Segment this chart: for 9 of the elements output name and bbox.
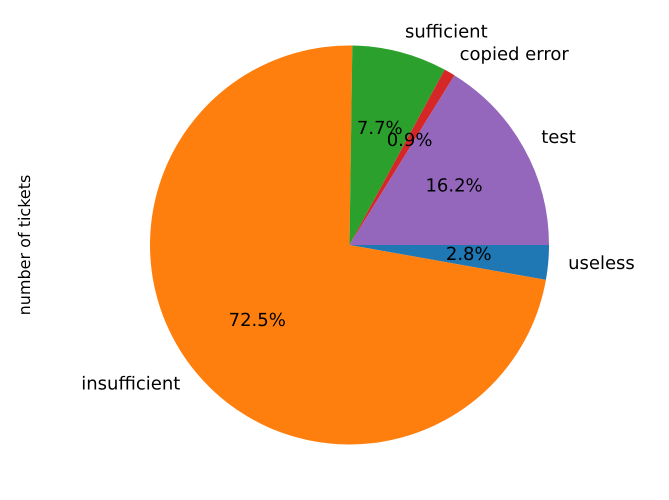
slice-label: copied error (460, 44, 570, 65)
slice-label: useless (568, 252, 635, 274)
slice-label: sufficient (405, 21, 488, 42)
data-label: 16.2% (425, 175, 483, 196)
slice-label: insufficient (81, 373, 180, 394)
slice-label: test (541, 126, 576, 148)
data-label: 2.8% (446, 244, 492, 266)
text: number of tickets (15, 174, 34, 316)
data-label: 72.5% (228, 310, 286, 331)
